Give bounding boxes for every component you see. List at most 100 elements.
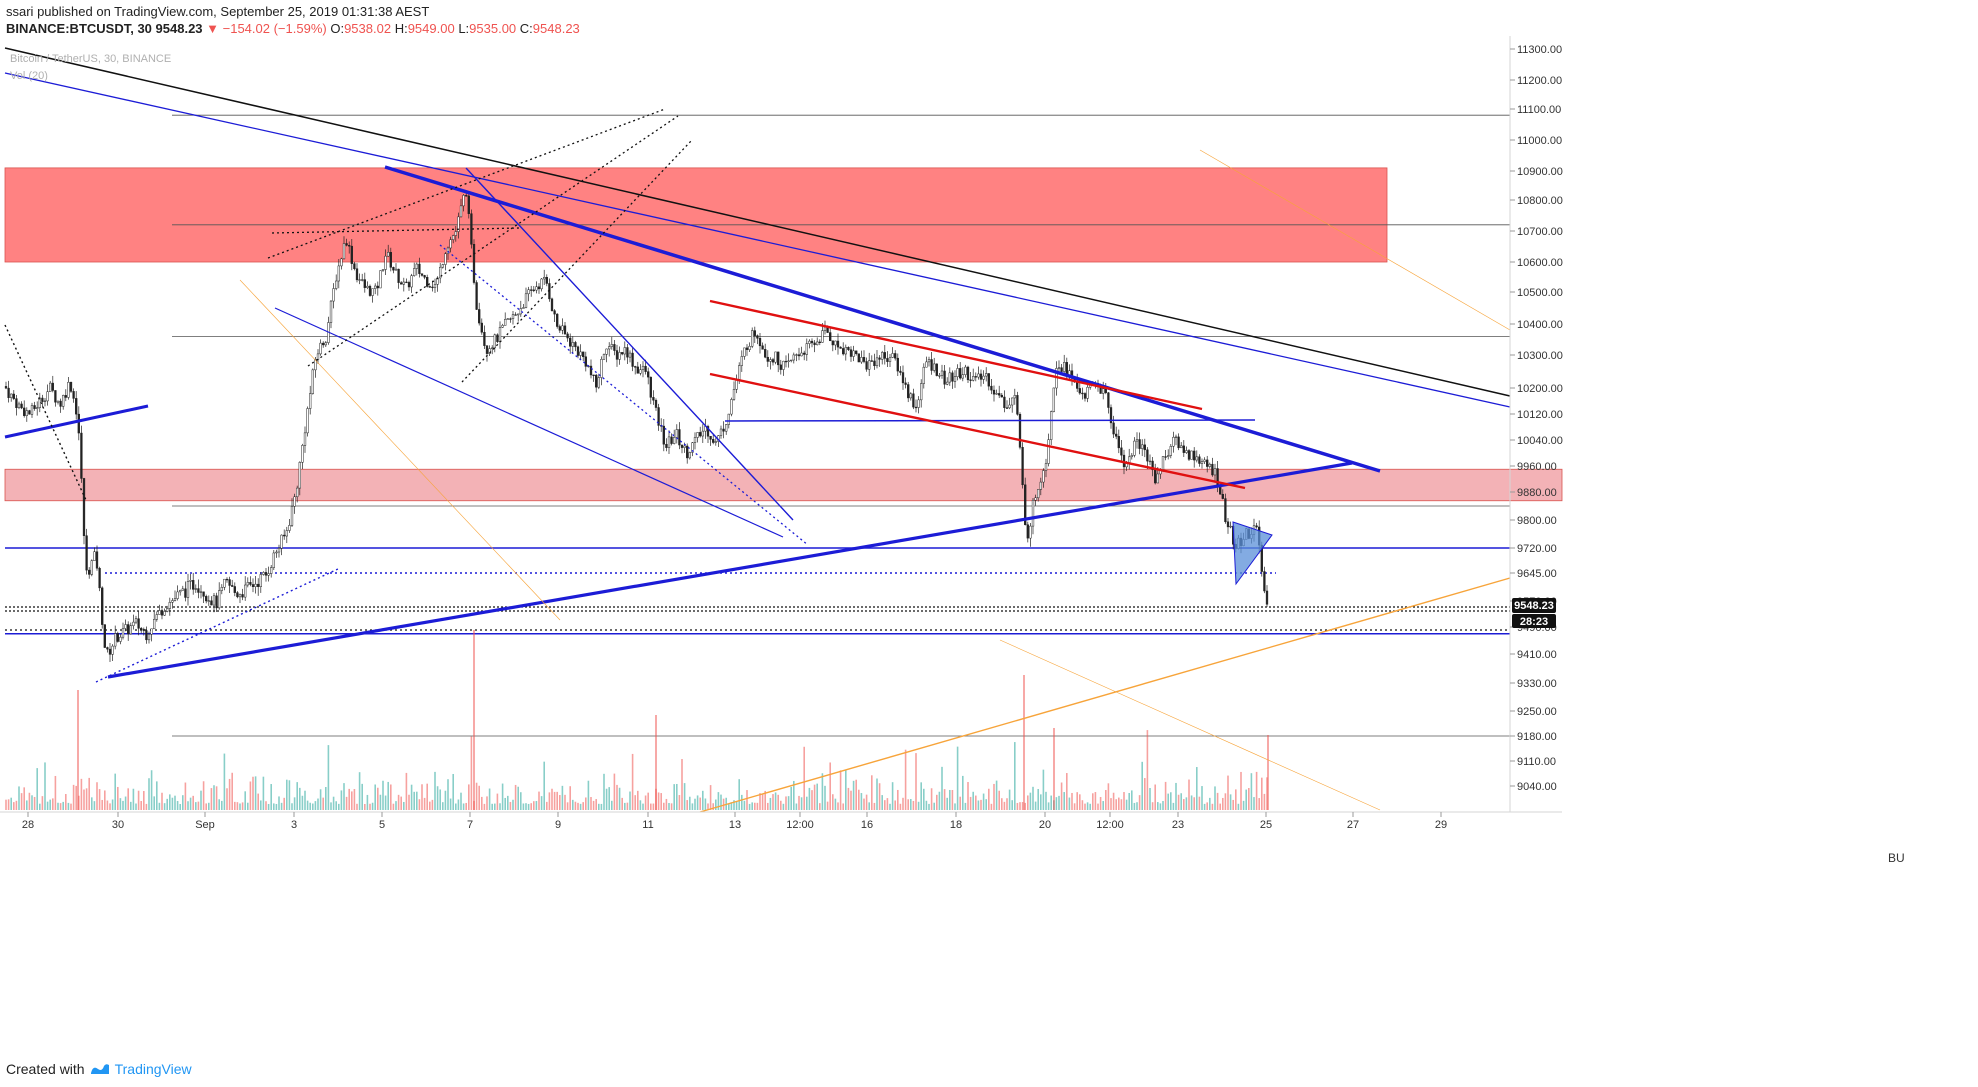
candle-body [17, 403, 21, 409]
candle-body [631, 352, 634, 367]
candle-body [891, 353, 894, 358]
volume-bar [574, 801, 577, 810]
candle-body [745, 347, 749, 350]
author-name[interactable]: ssari [6, 4, 34, 19]
candle-body [948, 372, 951, 383]
volume-bar [36, 768, 38, 810]
candle-body [7, 387, 10, 398]
volume-bar [1183, 799, 1185, 810]
volume-bar [65, 794, 67, 810]
volume-bar [166, 798, 168, 810]
volume-bar [104, 790, 106, 810]
candle-body [764, 349, 767, 358]
candle-body [316, 353, 320, 360]
candle-body [290, 506, 294, 526]
price-tick-label: 9880.00 [1517, 487, 1557, 499]
volume-bar [223, 753, 226, 810]
volume-bar [262, 776, 265, 810]
volume-bar [538, 791, 540, 810]
volume-bar [280, 802, 283, 810]
candle-body [1109, 407, 1113, 424]
price-tick-label: 10800.00 [1517, 195, 1563, 207]
volume-bar [1032, 786, 1034, 810]
volume-bar [1216, 792, 1219, 810]
volume-bar [254, 776, 257, 810]
price-tick-label: 10500.00 [1517, 287, 1563, 299]
volume-bar [1177, 794, 1180, 810]
volume-bar [145, 803, 148, 810]
candle-body [582, 351, 585, 358]
candle-body [407, 282, 411, 288]
price-change: ▼ −154.02 (−1.59%) [206, 21, 327, 36]
volume-bar [1203, 803, 1206, 810]
price-tick-label: 9180.00 [1517, 731, 1557, 743]
candle-body [428, 286, 431, 288]
candle-body [657, 407, 660, 426]
candle-body [1148, 460, 1152, 463]
volume-bar [1164, 781, 1167, 810]
candle-body [1081, 392, 1084, 395]
volume-bar [1037, 789, 1039, 810]
candle-body [766, 356, 769, 362]
candle-body [241, 594, 244, 598]
volume-bar [819, 803, 821, 810]
candle-body [709, 435, 712, 440]
volume-bar [829, 762, 831, 810]
candle-body [1255, 525, 1258, 528]
candle-body [836, 340, 840, 348]
candle-body [553, 310, 556, 315]
volume-bar [431, 799, 434, 810]
volume-bar [187, 801, 189, 810]
volume-bar [304, 790, 306, 810]
volume-bar [618, 787, 621, 810]
time-axis[interactable]: 28 30 Sep 3 5 7 9 11 13 12:00 16 18 20 12:00 23 25 27 29 [0, 811, 1562, 831]
volume-bar [933, 802, 935, 810]
candle-body [618, 352, 621, 360]
candle-body [527, 289, 530, 295]
volume-bar [13, 802, 15, 810]
volume-bar [1229, 794, 1232, 810]
volume-bar [444, 790, 447, 810]
tradingview-brand[interactable]: TradingView [114, 1061, 192, 1077]
candle-body [758, 338, 762, 347]
volume-bar [520, 792, 522, 810]
candle-body [615, 350, 619, 360]
candle-body [844, 347, 847, 355]
price-tick-label: 9720.00 [1517, 543, 1557, 555]
candle-body [535, 286, 538, 291]
candle-body [285, 530, 288, 537]
candle-body [350, 245, 353, 264]
volume-bar [676, 783, 678, 810]
candle-body [706, 426, 710, 437]
candle-body [667, 436, 671, 448]
volume-spike [1053, 728, 1055, 810]
candle-body [1229, 525, 1232, 528]
volume-bar [1115, 799, 1117, 810]
candle-body [969, 379, 972, 381]
volume-bar [959, 796, 961, 810]
price-axis[interactable]: 11300.00 11200.00 11100.00 11000.00 10900.00… [1509, 36, 1563, 812]
volume-bar [1157, 802, 1159, 810]
volume-bar [218, 799, 220, 810]
volume-bar [361, 783, 363, 810]
candle-body [888, 357, 892, 362]
ohlc-high: 9549.00 [407, 21, 455, 36]
candle-body [1104, 388, 1107, 394]
candle-body [904, 382, 907, 385]
volume-bar [652, 803, 655, 810]
volume-bar [816, 783, 818, 810]
volume-bar [478, 785, 480, 810]
candle-body [163, 611, 166, 616]
candle-body [452, 235, 455, 240]
volume-bar [52, 798, 54, 810]
volume-bar [1107, 783, 1110, 810]
volume-bar [137, 790, 140, 810]
candle-body [324, 342, 327, 346]
volume-bar [475, 782, 478, 810]
volume-bar [962, 775, 964, 810]
candle-body [1052, 387, 1055, 412]
volume-bar [603, 773, 605, 810]
candle-body [748, 346, 751, 350]
candle-body [647, 371, 650, 378]
